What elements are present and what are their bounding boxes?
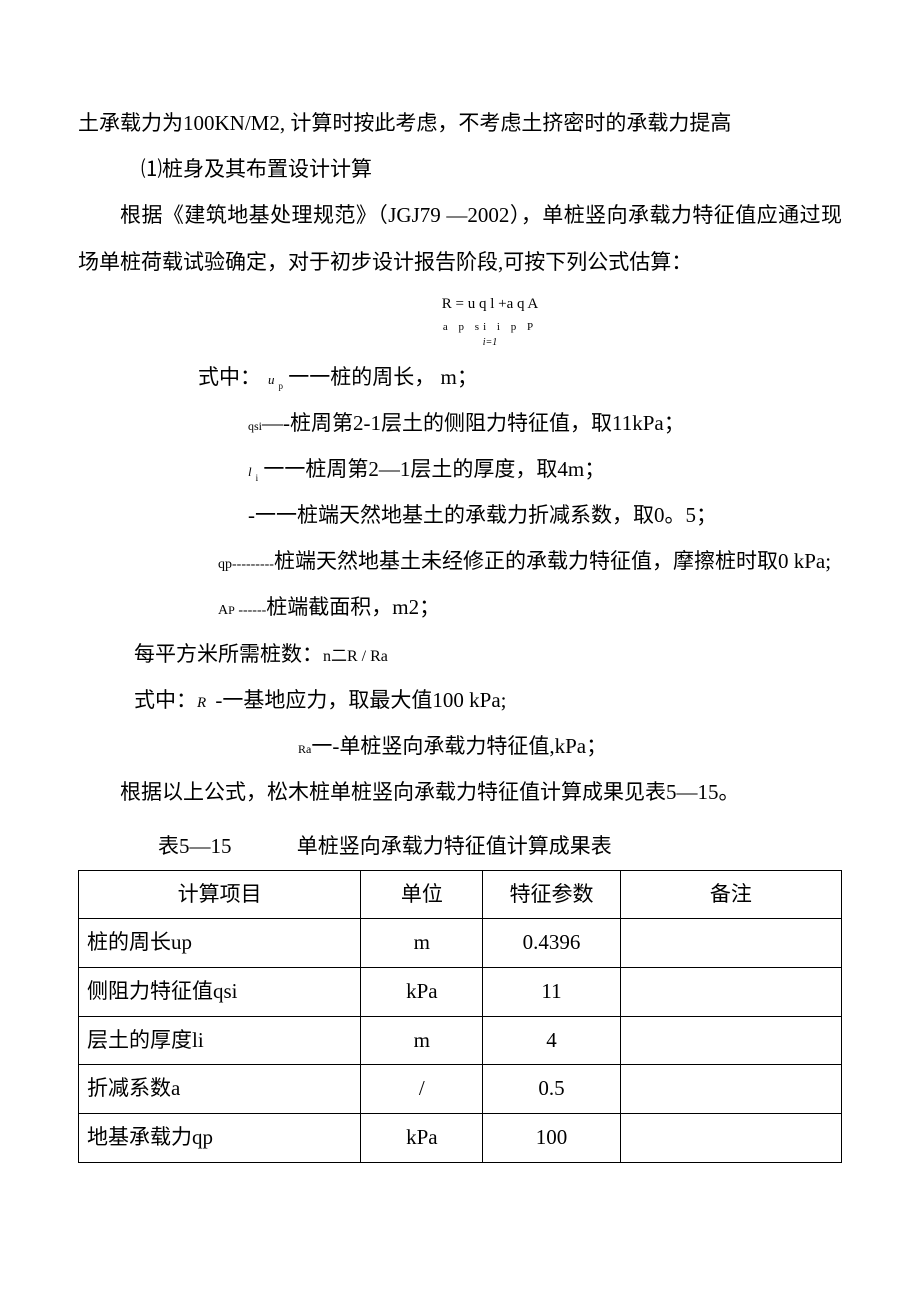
n-line-3: Ra一-单桩竖向承载力特征值,kPa； [298, 723, 842, 769]
td-0-2: 0.4396 [483, 919, 620, 968]
td-3-2: 0.5 [483, 1065, 620, 1114]
table-row: 层土的厚度li m 4 [79, 1016, 842, 1065]
td-2-2: 4 [483, 1016, 620, 1065]
intro-line-2: 根据《建筑地基处理规范》（JGJ79 —2002），单桩竖向承载力特征值应通过现… [78, 192, 842, 284]
td-0-1: m [361, 919, 483, 968]
th-2: 特征参数 [483, 870, 620, 919]
def-li-text: 一一桩周第2—1层土的厚度，取4m； [263, 457, 605, 481]
td-4-0: 地基承载力qp [79, 1114, 361, 1163]
n-line-1-lead: 每平方米所需桩数： [134, 642, 323, 666]
table-row: 地基承载力qp kPa 100 [79, 1114, 842, 1163]
table-caption-right: 单桩竖向承载力特征值计算成果表 [297, 823, 612, 869]
n-line-3-text: 一-单桩竖向承载力特征值,kPa； [311, 734, 607, 758]
dash-ap: ------ [235, 603, 266, 618]
sym-li: l [248, 464, 252, 479]
td-0-3 [620, 919, 841, 968]
section-title: ⑴桩身及其布置设计计算 [78, 146, 842, 192]
formula-label-row: 式中： up 一一桩的周长， m； [78, 354, 842, 400]
td-1-2: 11 [483, 967, 620, 1016]
def-li-line: li 一一桩周第2—1层土的厚度，取4m； [248, 446, 842, 492]
table-row: 侧阻力特征值qsi kPa 11 [79, 967, 842, 1016]
n-line-3-sym: Ra [298, 742, 311, 756]
def-qsi-text: —-桩周第2-1层土的侧阻力特征值，取11kPa； [262, 411, 685, 435]
def-qp-line: qp---------桩端天然地基土未经修正的承载力特征值，摩擦桩时取0 kPa… [218, 538, 842, 584]
th-1: 单位 [361, 870, 483, 919]
n-line-2-text: -一基地应力，取最大值100 kPa; [210, 688, 506, 712]
def-ap-line: AP ------桩端截面积，m2； [218, 584, 842, 630]
n-line-2-sym: R [197, 695, 206, 711]
sym-ap-sub: P [228, 603, 235, 617]
formula-main-top: R = u q l +a q A [138, 291, 842, 318]
intro-line-1: 土承载力为100KN/M2, 计算时按此考虑，不考虑土挤密时的承载力提高 [78, 100, 842, 146]
result-table: 计算项目 单位 特征参数 备注 桩的周长up m 0.4396 侧阻力特征值qs… [78, 870, 842, 1163]
sym-qsi: qsi [248, 419, 262, 433]
table-header-row: 计算项目 单位 特征参数 备注 [79, 870, 842, 919]
document-page: 土承载力为100KN/M2, 计算时按此考虑，不考虑土挤密时的承载力提高 ⑴桩身… [0, 0, 920, 1302]
td-1-0: 侧阻力特征值qsi [79, 967, 361, 1016]
formula-i-sub: i=1 [138, 334, 842, 352]
def-qp-text: 桩端天然地基土未经修正的承载力特征值，摩擦桩时取0 kPa; [274, 549, 831, 573]
td-3-3 [620, 1065, 841, 1114]
n-line-1: 每平方米所需桩数：n二R / Ra [134, 631, 842, 677]
td-4-1: kPa [361, 1114, 483, 1163]
th-3: 备注 [620, 870, 841, 919]
td-1-1: kPa [361, 967, 483, 1016]
def-ap-text: 桩端截面积，m2； [266, 595, 440, 619]
td-2-0: 层土的厚度li [79, 1016, 361, 1065]
def-up: up 一一桩的周长， m； [268, 354, 478, 400]
sym-up: u [268, 372, 275, 387]
td-2-3 [620, 1016, 841, 1065]
n-line-4: 根据以上公式，松木桩单桩竖向承载力特征值计算成果见表5—15。 [78, 769, 842, 815]
n-line-2-lead: 式中： [134, 688, 197, 712]
td-1-3 [620, 967, 841, 1016]
sym-li-sub: i [256, 473, 259, 483]
th-0: 计算项目 [79, 870, 361, 919]
n-line-1-formula: n二R / Ra [323, 648, 388, 665]
table-caption: 表5—15 单桩竖向承载力特征值计算成果表 [78, 823, 842, 869]
def-qsi-line: qsi—-桩周第2-1层土的侧阻力特征值，取11kPa； [248, 400, 842, 446]
sym-up-sub: p [279, 381, 284, 391]
formula-block: R = u q l +a q A a p si i p P i=1 [78, 291, 842, 352]
td-3-1: / [361, 1065, 483, 1114]
sym-qp: qp [218, 557, 232, 572]
n-line-2: 式中：R -一基地应力，取最大值100 kPa; [134, 677, 842, 723]
table-row: 桩的周长up m 0.4396 [79, 919, 842, 968]
table-caption-left: 表5—15 [158, 823, 232, 869]
td-4-3 [620, 1114, 841, 1163]
td-4-2: 100 [483, 1114, 620, 1163]
td-0-0: 桩的周长up [79, 919, 361, 968]
formula-where-label: 式中： [198, 364, 268, 391]
sym-ap: A [218, 603, 228, 618]
def-up-text: 一一桩的周长， m； [288, 365, 478, 389]
def-a-line: -一一桩端天然地基土的承载力折减系数，取0。5； [248, 492, 842, 538]
td-2-1: m [361, 1016, 483, 1065]
td-3-0: 折减系数a [79, 1065, 361, 1114]
dash-qp: --------- [232, 557, 274, 572]
table-row: 折减系数a / 0.5 [79, 1065, 842, 1114]
